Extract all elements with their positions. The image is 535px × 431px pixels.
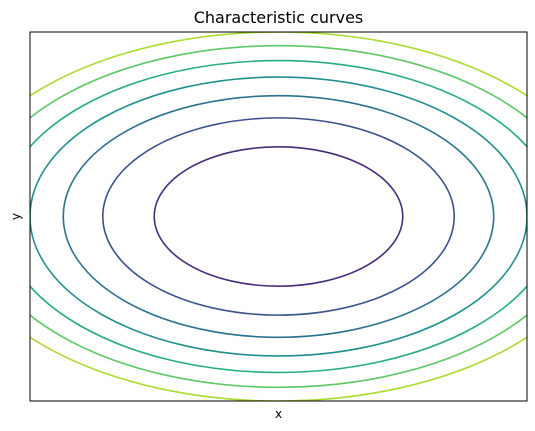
contour-lines bbox=[30, 32, 527, 401]
contour-level-2 bbox=[101, 117, 456, 316]
contour-level-5 bbox=[30, 59, 527, 374]
plot-frame bbox=[29, 31, 528, 402]
contour-level-1 bbox=[153, 145, 404, 288]
y-axis-label: y bbox=[9, 213, 23, 220]
contour-level-4 bbox=[30, 76, 527, 357]
contour-level-6 bbox=[30, 44, 527, 389]
chart-title: Characteristic curves bbox=[194, 8, 364, 27]
contour-level-3 bbox=[62, 94, 495, 339]
x-axis-label: x bbox=[275, 407, 282, 421]
